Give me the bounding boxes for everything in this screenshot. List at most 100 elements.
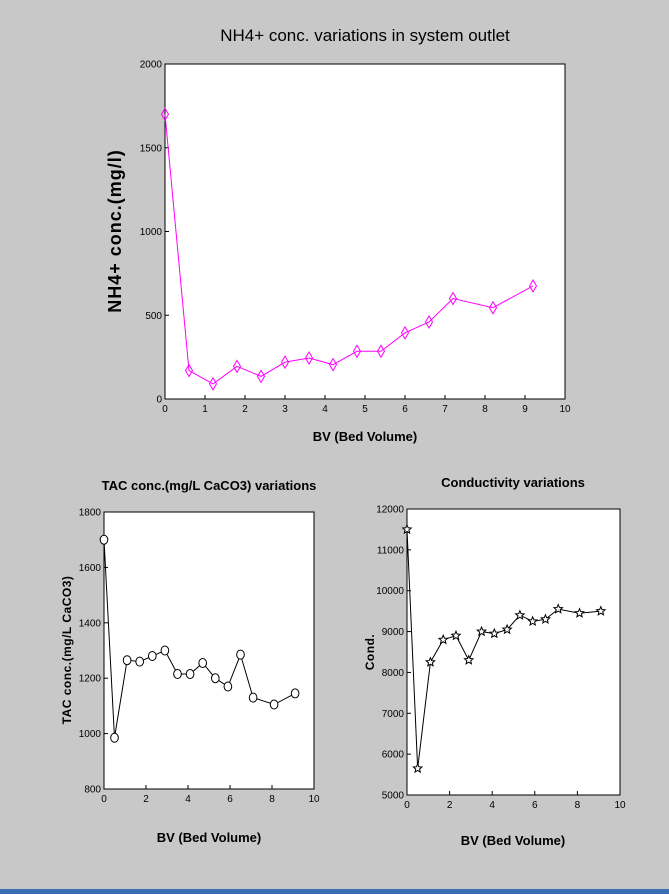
- y-tick-label: 1500: [140, 143, 163, 154]
- data-point: [595, 605, 607, 616]
- data-point: [528, 278, 538, 293]
- data-point: [463, 654, 475, 665]
- x-tick-label: 2: [143, 794, 149, 805]
- chart-title: Conductivity variations: [441, 475, 585, 490]
- axis-ticks: 0 2 4 6 8 10 800 1000 1200 1400 1600 1800: [79, 508, 320, 806]
- y-tick-label: 10000: [376, 586, 404, 597]
- data-point: [527, 615, 539, 627]
- data-point: [280, 355, 290, 370]
- y-axis-label: Cond.: [363, 634, 377, 671]
- y-tick-label: 9000: [382, 627, 405, 638]
- data-point: [122, 655, 132, 666]
- x-tick-label: 10: [614, 800, 626, 811]
- y-tick-label: 1600: [79, 563, 102, 574]
- data-point: [248, 692, 258, 703]
- data-point: [210, 673, 220, 684]
- data-point: [185, 669, 195, 680]
- x-tick-label: 4: [322, 404, 328, 415]
- x-tick-label: 5: [362, 404, 368, 415]
- data-point: [424, 314, 434, 329]
- data-point: [110, 732, 119, 743]
- data-point: [488, 627, 500, 639]
- data-point: [236, 649, 245, 660]
- data-point: [208, 376, 218, 391]
- chart-title: TAC conc.(mg/L CaCO3) variations: [102, 478, 317, 493]
- tac-chart: TAC conc.(mg/L CaCO3) variations BV (Bed…: [60, 478, 320, 845]
- series-line: [164, 114, 534, 385]
- data-point: [574, 607, 586, 618]
- x-tick-label: 6: [532, 800, 538, 811]
- data-point: [160, 645, 170, 656]
- data-point: [400, 325, 410, 340]
- x-tick-label: 0: [162, 404, 168, 415]
- x-tick-label: 6: [402, 404, 408, 415]
- data-point: [552, 603, 564, 614]
- x-tick-label: 8: [269, 794, 275, 805]
- y-tick-label: 7000: [382, 709, 405, 720]
- x-tick-label: 1: [202, 404, 208, 415]
- x-axis-label: BV (Bed Volume): [461, 833, 566, 848]
- data-point: [256, 369, 266, 384]
- plot-area: [406, 508, 621, 796]
- data-point: [147, 651, 157, 662]
- data-point: [352, 344, 362, 359]
- x-tick-label: 4: [185, 794, 191, 805]
- x-tick-label: 9: [522, 404, 528, 415]
- data-point: [198, 657, 208, 668]
- y-tick-label: 8000: [382, 668, 405, 679]
- data-series: [401, 523, 607, 774]
- x-tick-label: 8: [575, 800, 581, 811]
- y-tick-label: 11000: [377, 545, 405, 556]
- data-point: [160, 107, 170, 122]
- x-axis-label: BV (Bed Volume): [157, 830, 262, 845]
- data-series: [99, 534, 300, 743]
- bottom-border: [0, 889, 669, 894]
- x-tick-label: 4: [489, 800, 495, 811]
- data-point: [501, 623, 513, 635]
- chart-title: NH4+ conc. variations in system outlet: [220, 26, 510, 45]
- data-point: [376, 344, 386, 359]
- nh4-chart: NH4+ conc. variations in system outlet B…: [105, 26, 571, 444]
- y-axis-label: TAC conc.(mg/L CaCO3): [60, 576, 74, 725]
- data-point: [514, 609, 526, 620]
- x-tick-label: 6: [227, 794, 233, 805]
- x-tick-label: 3: [282, 404, 288, 415]
- data-point: [450, 629, 462, 641]
- data-point: [328, 357, 338, 372]
- data-point: [290, 688, 300, 699]
- data-point: [476, 625, 488, 637]
- data-point: [448, 291, 458, 306]
- y-tick-label: 6000: [382, 750, 405, 761]
- data-point: [135, 656, 145, 667]
- x-axis-label: BV (Bed Volume): [313, 429, 418, 444]
- data-point: [488, 300, 498, 315]
- plot-area: [164, 63, 566, 400]
- y-tick-label: 2000: [140, 60, 163, 71]
- x-tick-label: 7: [442, 404, 448, 415]
- y-tick-label: 1000: [79, 729, 102, 740]
- y-tick-label: 1000: [140, 227, 163, 238]
- data-point: [223, 681, 233, 692]
- y-tick-label: 1200: [79, 674, 102, 685]
- y-tick-label: 0: [156, 395, 162, 406]
- y-tick-label: 1800: [79, 508, 102, 519]
- x-tick-label: 10: [308, 794, 320, 805]
- data-point: [437, 633, 449, 645]
- y-tick-label: 5000: [382, 791, 405, 802]
- axis-ticks: 0 1 2 3 4 5 6 7 8 9 10 0 500 1000 1500 2000: [140, 60, 571, 416]
- data-point: [99, 534, 109, 545]
- x-tick-label: 0: [404, 800, 410, 811]
- x-tick-label: 0: [101, 794, 107, 805]
- x-tick-label: 2: [447, 800, 453, 811]
- data-point: [539, 613, 551, 624]
- data-point: [412, 762, 424, 774]
- data-point: [269, 699, 279, 710]
- data-point: [401, 523, 413, 535]
- y-tick-label: 500: [145, 311, 162, 322]
- data-point: [184, 363, 194, 378]
- y-tick-label: 12000: [376, 505, 404, 516]
- data-series: [160, 107, 538, 391]
- y-axis-label: NH4+ conc.(mg/l): [105, 149, 125, 313]
- data-point: [424, 656, 436, 667]
